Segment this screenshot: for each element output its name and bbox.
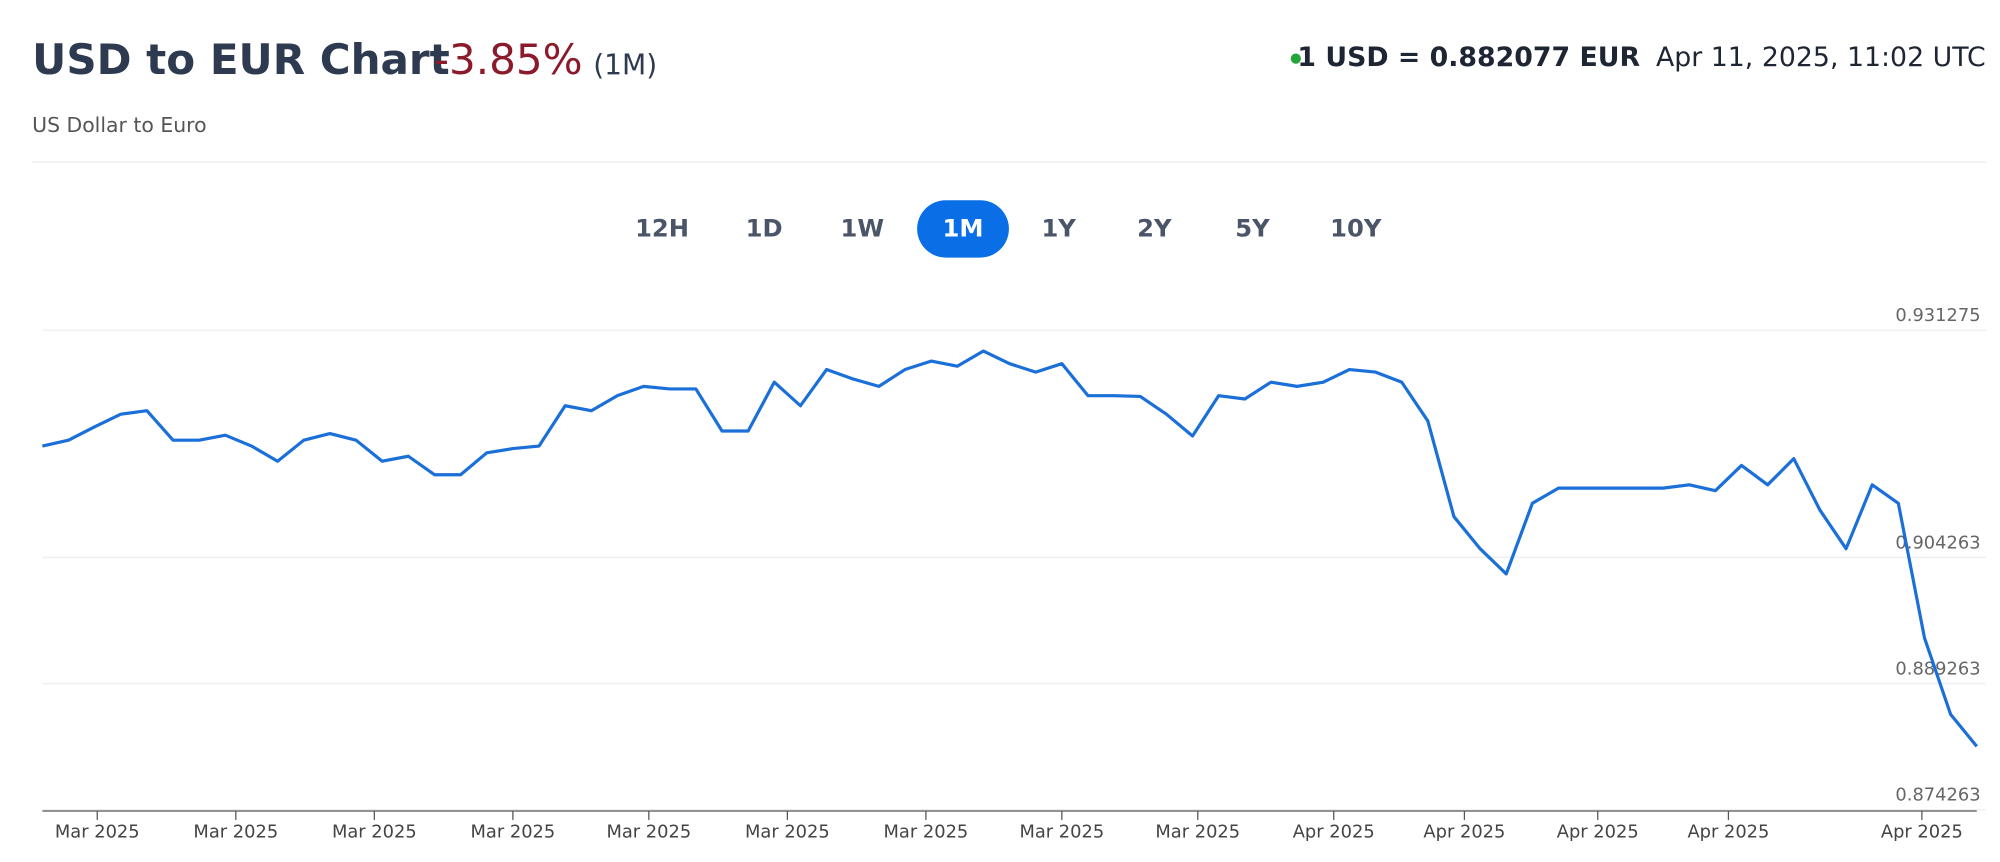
rate: 1 USD = 0.882077 EUR [1297,42,1640,73]
y-tick-label: 0.931275 [1895,305,1980,326]
x-tick-label: Apr 2025 [1423,822,1505,843]
x-tick-label: Mar 2025 [55,822,140,843]
x-tick-label: Mar 2025 [606,822,691,843]
range-button-label[interactable]: 1D [746,215,783,243]
range-button[interactable]: 1Y [1041,215,1076,243]
range-button-label[interactable]: 10Y [1330,215,1382,243]
x-tick-label: Apr 2025 [1557,822,1639,843]
range-button[interactable]: 5Y [1235,215,1270,243]
period: (1M) [593,48,657,81]
x-tick-label: Apr 2025 [1687,822,1769,843]
range-button-label[interactable]: 12H [635,215,689,243]
range-button[interactable]: 1M [917,200,1009,258]
y-tick-label: 0.874263 [1895,785,1980,806]
x-tick-label: Apr 2025 [1881,822,1963,843]
range-button-bg[interactable] [917,200,1009,258]
x-tick-label: Mar 2025 [193,822,278,843]
title: USD to EUR Chart [32,35,450,84]
range-button[interactable]: 12H [635,215,689,243]
range-button-label[interactable]: 1W [840,215,884,243]
range-button-label[interactable]: 1Y [1041,215,1076,243]
plot: 0.874263 0.889263 0.904263 0.931275 Mar 2025… [42,305,1986,843]
range-button-label[interactable]: 1M [943,215,984,243]
x-tick-label: Apr 2025 [1293,822,1375,843]
range-button-label[interactable]: 2Y [1137,215,1172,243]
range-button-label[interactable]: 5Y [1235,215,1270,243]
range-button[interactable]: 10Y [1330,215,1382,243]
x-tick-label: Mar 2025 [1019,822,1104,843]
range-button[interactable]: 1W [840,215,884,243]
x-tick-label: Mar 2025 [884,822,969,843]
y-tick-label: 0.904263 [1895,532,1980,553]
price-line [42,349,1978,748]
x-tick-label: Mar 2025 [745,822,830,843]
range-button[interactable]: 1D [746,215,783,243]
range-buttons: 12H 1D 1W 1M 1Y 2Y 5Y 10Y [635,200,1382,258]
x-tick-label: Mar 2025 [332,822,417,843]
change: -3.85% [434,35,583,84]
status-dot [1290,53,1301,64]
timestamp: Apr 11, 2025, 11:02 UTC [1656,42,1986,73]
y-tick-label: 0.889263 [1895,659,1980,680]
subtitle: US Dollar to Euro [32,113,206,137]
x-tick-label: Mar 2025 [1155,822,1240,843]
range-button[interactable]: 2Y [1137,215,1172,243]
x-tick-label: Mar 2025 [471,822,556,843]
